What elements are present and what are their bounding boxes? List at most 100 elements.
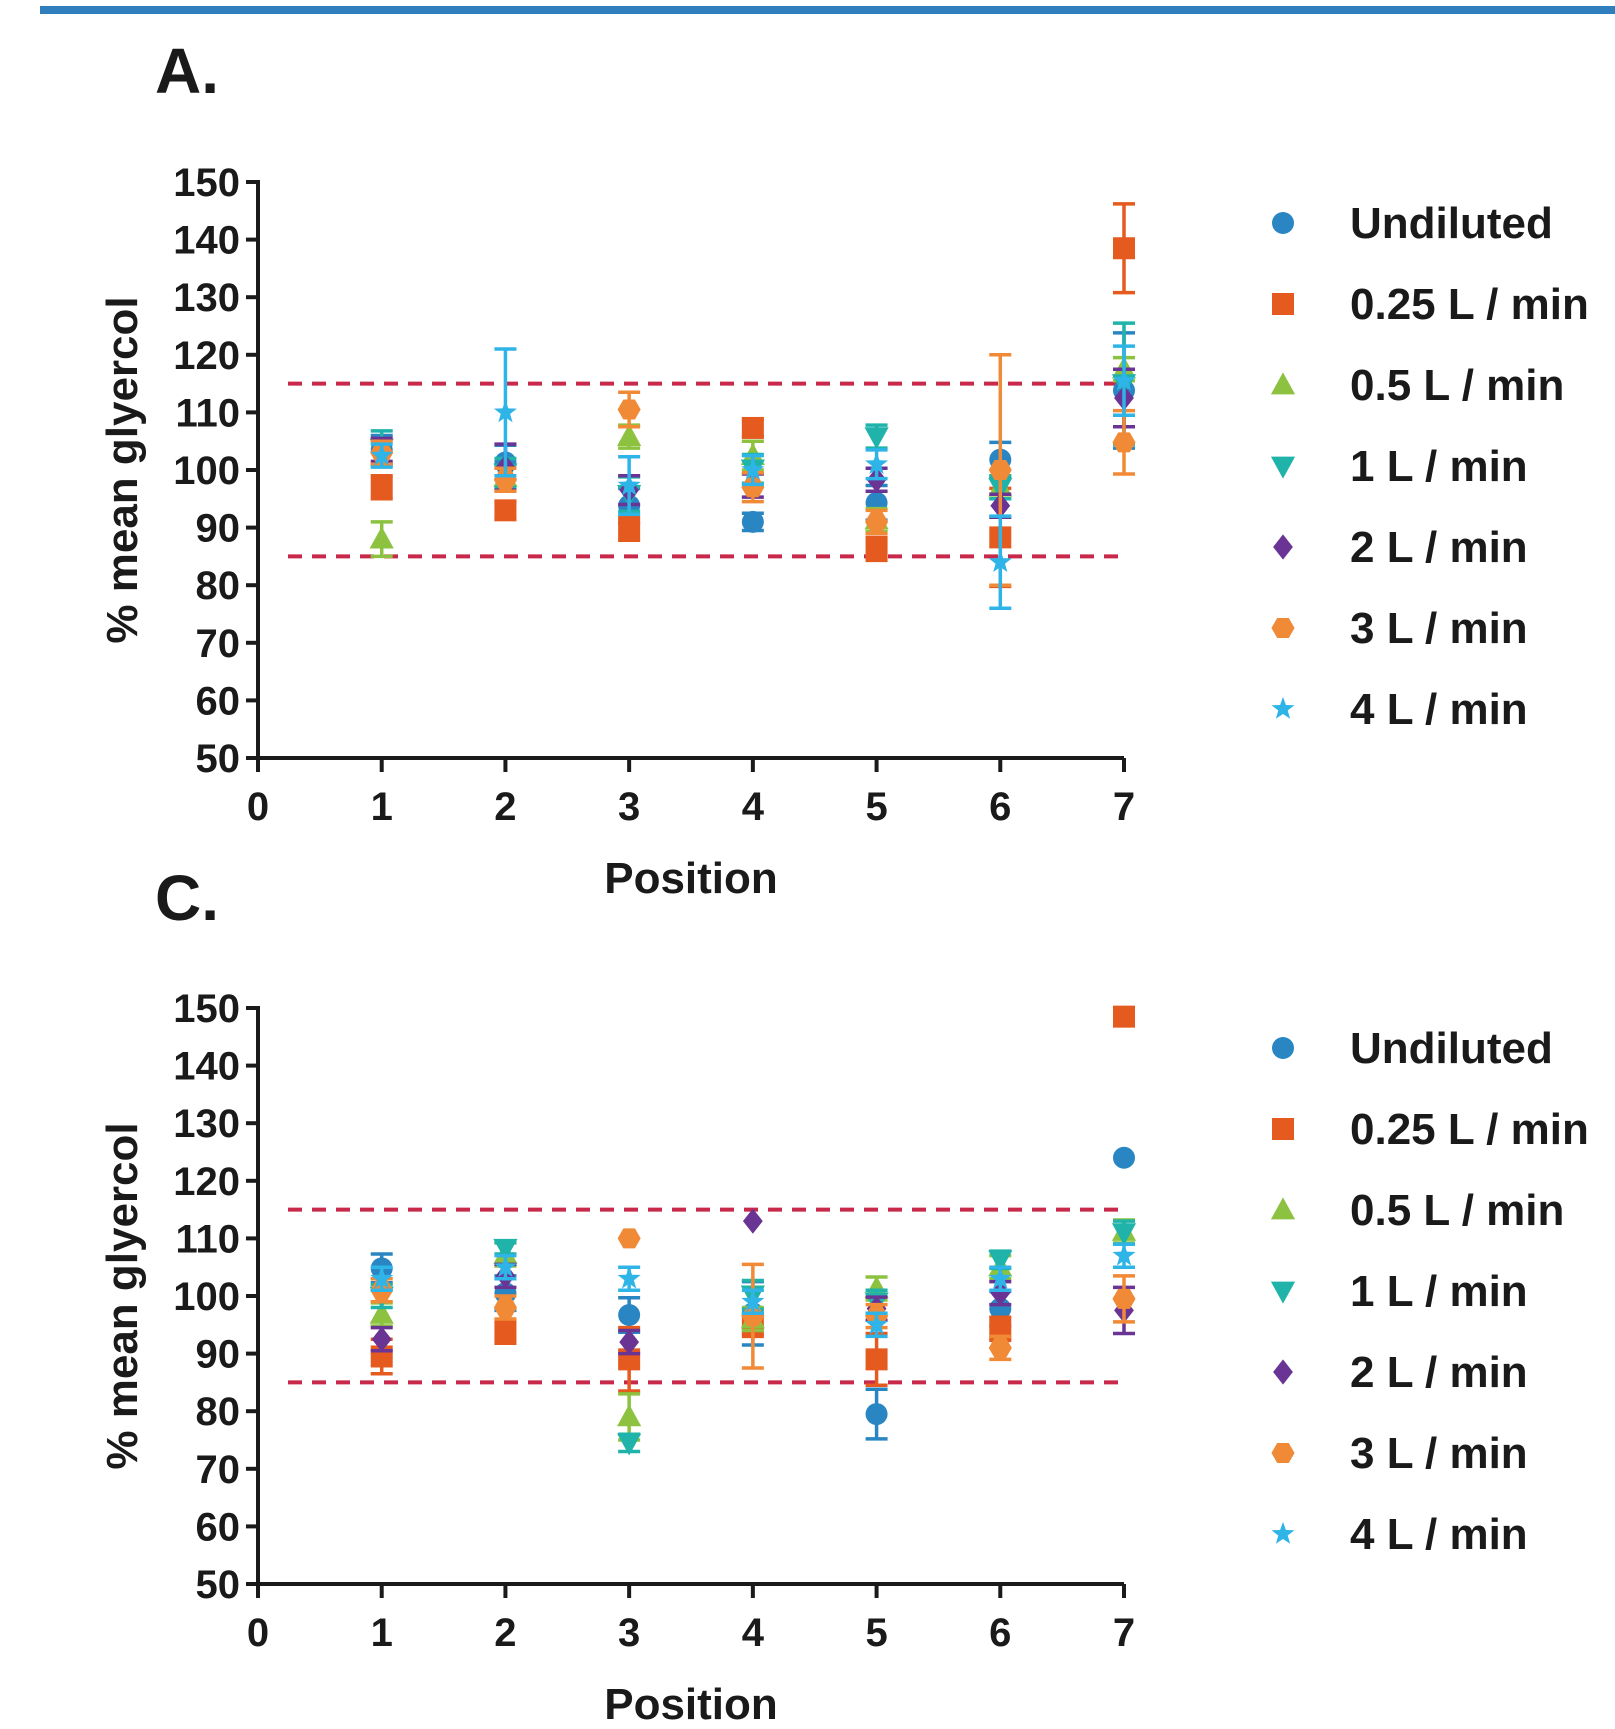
- data-point: [369, 1301, 394, 1324]
- series-6: [370, 1242, 1136, 1339]
- x-tick-label: 3: [618, 785, 640, 829]
- data-point: [617, 1228, 641, 1249]
- data-point: [618, 517, 641, 540]
- y-tick-label: 70: [196, 622, 241, 666]
- x-tick-label: 6: [989, 1611, 1011, 1655]
- data-point: [1112, 1288, 1136, 1309]
- y-tick-label: 90: [196, 1333, 241, 1377]
- x-tick-label: 0: [247, 785, 269, 829]
- data-point: [493, 400, 517, 423]
- data-point: [1112, 432, 1136, 453]
- x-tick-label: 4: [742, 785, 765, 829]
- y-tick-label: 100: [173, 1275, 240, 1319]
- legend-label: 4 L / min: [1350, 685, 1528, 734]
- data-point: [865, 1403, 888, 1426]
- data-point: [493, 1255, 517, 1277]
- data-point: [741, 457, 765, 480]
- legend-marker: [1270, 1281, 1296, 1304]
- data-point: [618, 1304, 641, 1327]
- y-tick-label: 60: [196, 679, 241, 723]
- data-point: [990, 1280, 1011, 1306]
- data-point: [742, 1208, 763, 1234]
- legend-label: 0.25 L / min: [1350, 1105, 1589, 1154]
- data-point: [865, 452, 889, 475]
- panel-label: C.: [155, 862, 219, 934]
- data-point: [988, 459, 1012, 481]
- y-tick-label: 120: [173, 1160, 240, 1204]
- y-tick-label: 150: [173, 987, 240, 1031]
- legend-marker: [1271, 617, 1295, 639]
- legend-label: 3 L / min: [1350, 1429, 1528, 1478]
- data-point: [741, 1306, 765, 1327]
- legend-label: 0.5 L / min: [1350, 1186, 1564, 1235]
- legend-marker: [1272, 293, 1294, 315]
- data-point: [370, 1266, 394, 1289]
- legend-marker: [1270, 372, 1296, 395]
- data-point: [1113, 1146, 1135, 1169]
- data-point: [988, 1250, 1013, 1273]
- data-point: [617, 1404, 642, 1427]
- x-tick-label: 3: [618, 1611, 640, 1655]
- y-tick-label: 100: [173, 449, 240, 493]
- data-point: [865, 511, 889, 532]
- data-point: [741, 416, 764, 439]
- data-point: [1112, 1243, 1136, 1266]
- y-tick-label: 90: [196, 507, 241, 551]
- data-point: [494, 1320, 517, 1343]
- chart-panel-c: C. 50 60 70 80 90 100 110 120 130 140 150 0 1 2 3 4 5 6 7 Po…: [98, 862, 1589, 1729]
- data-point: [865, 1312, 889, 1335]
- legend-marker: [1271, 696, 1295, 719]
- y-tick-label: 70: [196, 1448, 241, 1492]
- data-point: [369, 526, 394, 549]
- data-point: [1111, 1223, 1137, 1246]
- top-accent-bar: [40, 6, 1615, 14]
- data-point: [619, 1329, 640, 1355]
- x-tick-label: 6: [989, 785, 1011, 829]
- data-point: [989, 1317, 1012, 1340]
- legend-label: 3 L / min: [1350, 604, 1528, 653]
- data-point: [493, 1297, 517, 1318]
- legend-label: 1 L / min: [1350, 1267, 1528, 1316]
- data-point: [864, 1275, 889, 1298]
- series-1: [370, 202, 1135, 589]
- data-point: [370, 476, 393, 499]
- data-point: [617, 399, 641, 420]
- data-point: [865, 537, 888, 560]
- y-tick-label: 150: [173, 161, 240, 205]
- x-tick-label: 2: [494, 785, 516, 829]
- y-tick-label: 130: [173, 276, 240, 320]
- data-point: [617, 473, 641, 496]
- legend-label: Undiluted: [1350, 1024, 1553, 1073]
- x-axis-label: Position: [604, 1680, 778, 1729]
- legend-marker: [1270, 1197, 1296, 1220]
- legend-marker: [1270, 456, 1296, 479]
- y-tick-label: 80: [196, 564, 241, 608]
- y-tick-label: 80: [196, 1390, 241, 1434]
- data-point: [1113, 237, 1135, 260]
- x-tick-label: 1: [371, 785, 393, 829]
- series-6: [370, 344, 1136, 610]
- data-point: [864, 427, 889, 450]
- legend-marker: [1271, 1442, 1295, 1464]
- panel-label: A.: [155, 35, 219, 107]
- y-tick-label: 50: [196, 737, 241, 781]
- legend: Undiluted 0.25 L / min 0.5 L / min 1 L / mi…: [1270, 199, 1589, 734]
- data-point: [1113, 1005, 1135, 1028]
- y-tick-label: 50: [196, 1563, 241, 1607]
- data-point: [1112, 368, 1136, 391]
- y-tick-label: 140: [173, 219, 240, 263]
- x-tick-label: 4: [742, 1611, 765, 1655]
- data-point: [988, 550, 1012, 572]
- legend-marker: [1273, 1359, 1293, 1385]
- y-tick-label: 140: [173, 1045, 240, 1089]
- legend: Undiluted 0.25 L / min 0.5 L / min 1 L / mi…: [1270, 1024, 1589, 1559]
- x-tick-label: 7: [1113, 1611, 1135, 1655]
- legend-label: Undiluted: [1350, 199, 1553, 248]
- x-axis-label: Position: [604, 854, 778, 903]
- y-tick-label: 110: [175, 391, 240, 435]
- legend-label: 1 L / min: [1350, 442, 1528, 491]
- y-tick-label: 120: [173, 334, 240, 378]
- data-point: [617, 1433, 642, 1456]
- y-tick-label: 60: [196, 1505, 241, 1549]
